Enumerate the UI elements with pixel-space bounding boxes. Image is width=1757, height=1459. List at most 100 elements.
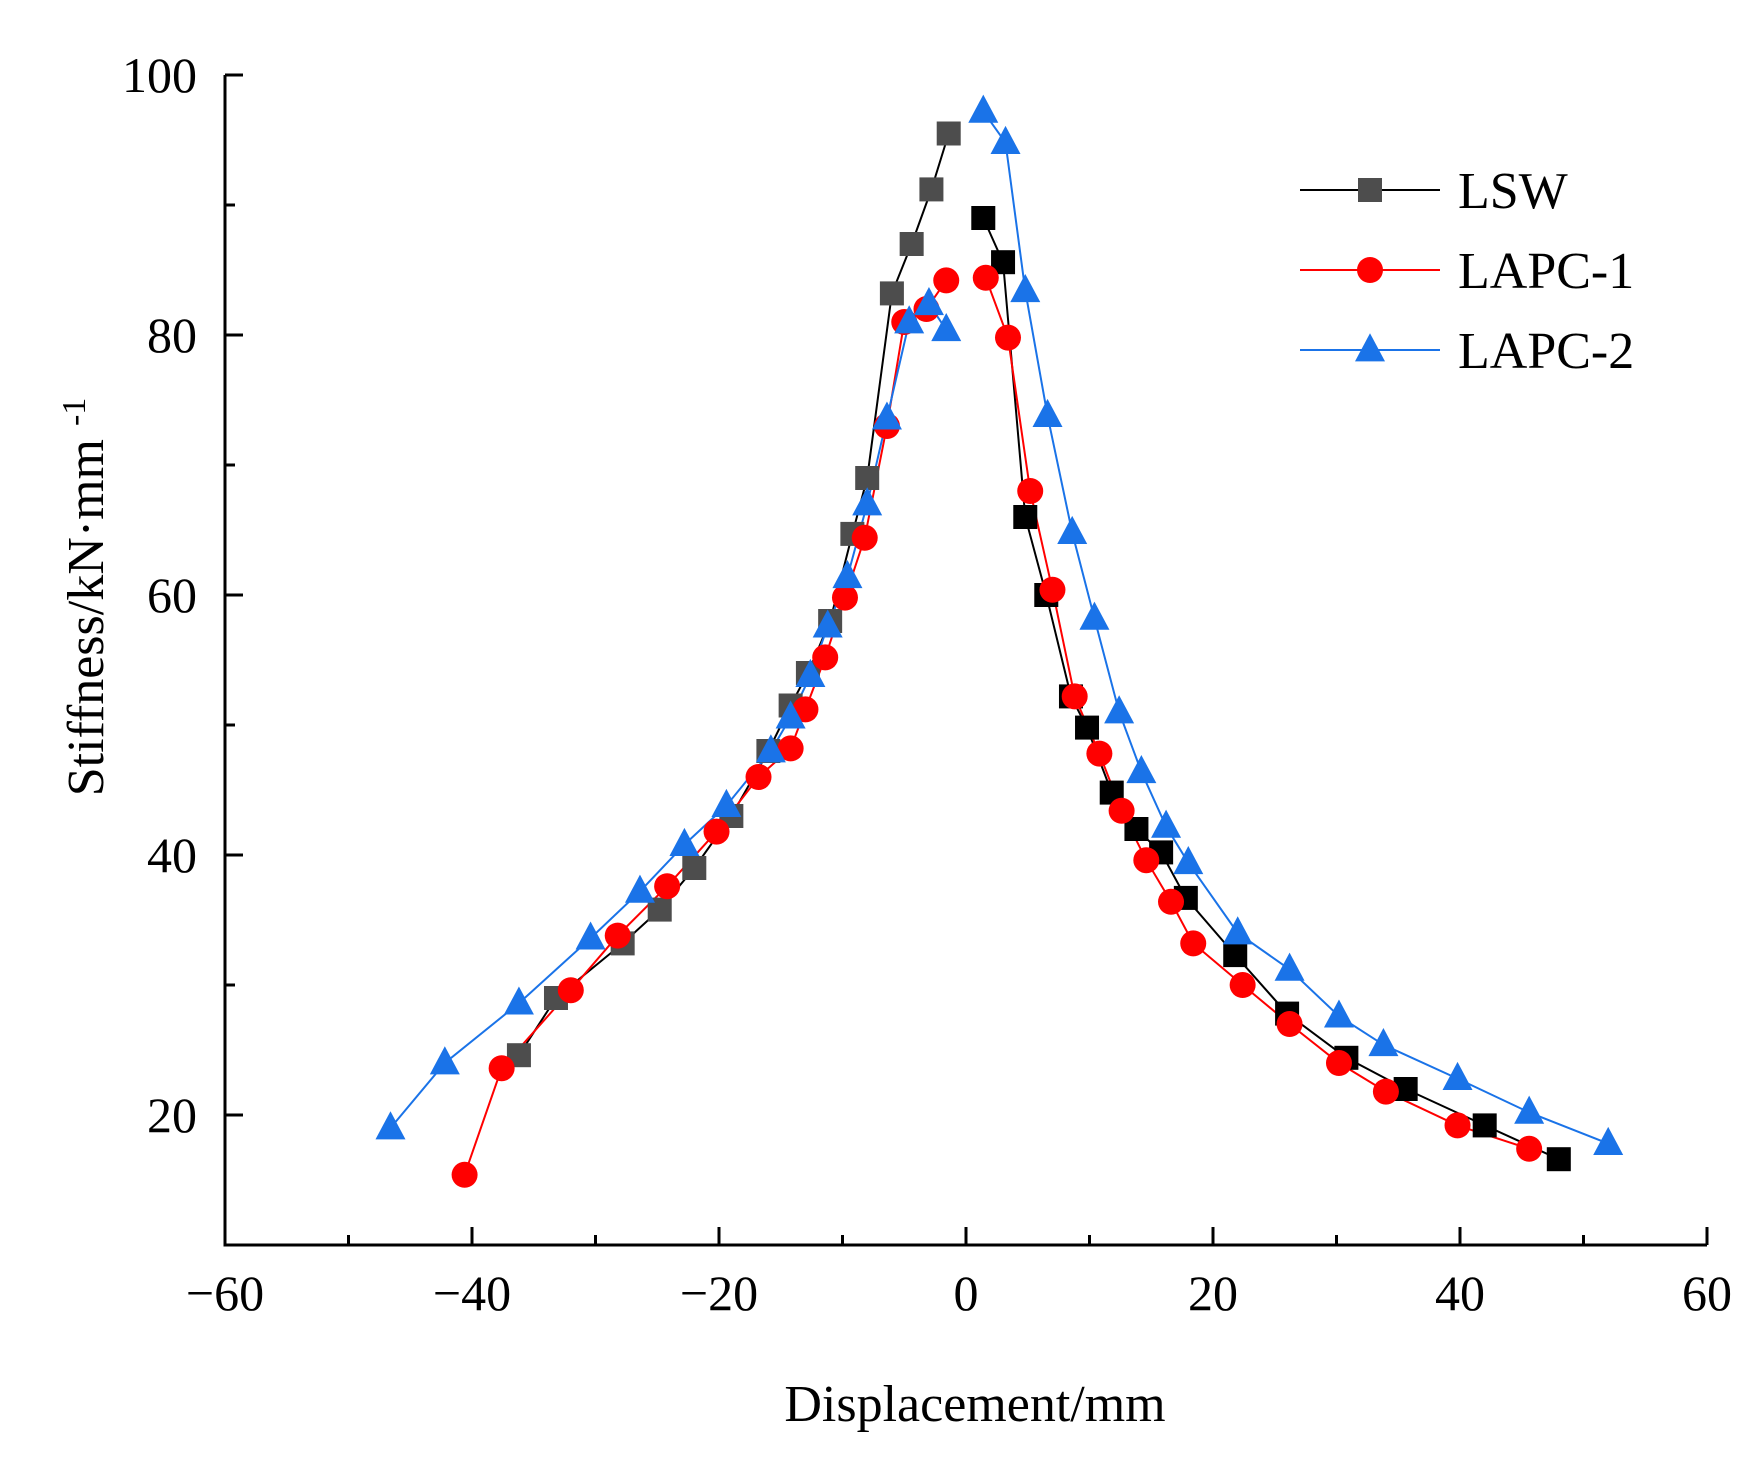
data-point-lapc-2	[990, 125, 1021, 154]
data-point-lapc-1	[777, 735, 804, 762]
data-point-lapc-1	[1325, 1050, 1352, 1076]
data-point-lapc-2	[1222, 916, 1253, 945]
x-tick-label: 60	[1682, 1265, 1732, 1321]
axes	[223, 73, 1709, 1247]
tick-labels: −60 −40 −20 0 20 40 60 20 40 60 80 100	[122, 47, 1732, 1321]
y-axis-label-superscript: -1	[56, 398, 93, 426]
data-point-lapc-2	[624, 874, 655, 903]
x-tick-label: −20	[680, 1265, 758, 1321]
legend-label: LAPC-1	[1458, 243, 1634, 300]
data-point-lapc-2	[1079, 601, 1110, 630]
data-point-lapc-2	[503, 986, 534, 1015]
series-line-lsw-positive	[982, 217, 1560, 1161]
y-tick-label: 40	[147, 827, 197, 883]
data-point-lapc-2	[1104, 695, 1135, 724]
data-point-lapc-2	[812, 609, 843, 638]
data-point-lapc-1	[604, 922, 631, 949]
data-point-lsw	[971, 206, 996, 230]
data-point-lapc-2	[1010, 274, 1041, 303]
x-tick-label: 20	[1188, 1265, 1238, 1321]
series-line-lsw-negative	[518, 133, 950, 1056]
data-point-lapc-2	[931, 313, 962, 342]
legend-item-lsw: LSW	[1300, 163, 1568, 220]
data-point-lapc-2	[913, 287, 944, 316]
y-axis-label: Stiffness/kN·mm -1	[56, 398, 116, 797]
data-point-lapc-1	[1516, 1135, 1543, 1162]
data-point-lapc-2	[1442, 1061, 1473, 1090]
data-point-lapc-1	[557, 977, 584, 1004]
data-point-lapc-1	[933, 267, 960, 294]
data-point-lsw	[879, 281, 904, 306]
data-point-lsw	[1013, 505, 1038, 529]
x-tick-label: 40	[1435, 1265, 1485, 1321]
data-point-lapc-1	[703, 818, 730, 845]
data-point-lapc-1	[812, 644, 839, 671]
data-point-lapc-1	[1180, 930, 1207, 957]
legend-label: LSW	[1458, 163, 1568, 220]
data-point-lapc-1	[654, 873, 681, 900]
data-point-lapc-1	[1086, 740, 1113, 767]
legend-label: LAPC-2	[1458, 323, 1634, 380]
data-point-lapc-2	[711, 788, 742, 817]
data-point-lapc-2	[871, 401, 902, 430]
legend-marker-lapc-2	[1355, 333, 1385, 362]
legend-item-lapc-1: LAPC-1	[1300, 243, 1634, 300]
data-point-lapc-1	[1133, 847, 1160, 874]
data-point-lapc-2	[1173, 846, 1204, 875]
data-point-lapc-1	[1229, 972, 1256, 998]
data-point-lapc-1	[1158, 888, 1185, 915]
data-point-lsw	[1223, 943, 1248, 968]
data-point-lapc-1	[831, 584, 858, 611]
data-point-lapc-2	[669, 827, 700, 856]
data-point-lsw	[682, 856, 707, 880]
data-point-lapc-1	[792, 696, 819, 723]
data-point-lsw	[936, 121, 961, 146]
y-tick-label: 100	[122, 47, 197, 103]
data-point-lapc-1	[1039, 576, 1066, 603]
y-tick-label: 60	[147, 567, 197, 623]
data-point-lapc-2	[755, 734, 786, 763]
data-point-lsw	[919, 177, 944, 202]
plot-markers	[375, 94, 1624, 1188]
data-point-lapc-1	[972, 264, 999, 291]
data-point-lapc-1	[1108, 797, 1135, 824]
series-line-lapc-1-positive	[984, 277, 1530, 1150]
data-point-lapc-2	[375, 1111, 406, 1140]
data-point-lapc-1	[851, 524, 878, 551]
legend-item-lapc-2: LAPC-2	[1300, 323, 1634, 380]
data-point-lapc-2	[1368, 1028, 1399, 1057]
data-point-lapc-1	[451, 1161, 478, 1188]
data-point-lapc-1	[994, 324, 1021, 351]
data-point-lapc-2	[1274, 952, 1305, 981]
data-point-lapc-2	[894, 305, 925, 334]
data-point-lapc-2	[832, 560, 863, 589]
data-point-lapc-2	[795, 658, 826, 687]
x-axis-label: Displacement/mm	[784, 1376, 1165, 1433]
data-point-lapc-2	[1514, 1095, 1545, 1124]
data-point-lapc-2	[429, 1046, 460, 1075]
x-tick-label: 0	[954, 1265, 979, 1321]
legend-marker-lsw	[1358, 178, 1382, 202]
data-point-lapc-2	[1323, 999, 1354, 1028]
data-point-lsw	[1075, 715, 1100, 740]
x-tick-label: −40	[433, 1265, 511, 1321]
data-point-lapc-2	[1032, 398, 1063, 427]
legend-marker-lapc-1	[1357, 257, 1383, 283]
data-point-lapc-1	[1017, 478, 1044, 504]
data-point-lapc-1	[1061, 683, 1088, 710]
data-point-lapc-2	[968, 94, 999, 123]
data-point-lapc-2	[1593, 1126, 1624, 1155]
data-point-lapc-2	[852, 487, 883, 516]
data-point-lsw	[1472, 1113, 1497, 1138]
y-tick-label: 80	[147, 307, 197, 363]
data-point-lapc-2	[1126, 755, 1157, 784]
data-point-lapc-2	[1057, 515, 1088, 544]
data-point-lapc-1	[488, 1055, 515, 1082]
series-line-lapc-1-negative	[463, 279, 948, 1176]
data-point-lapc-2	[575, 921, 606, 950]
data-point-lsw	[1546, 1147, 1571, 1172]
data-point-lapc-1	[745, 764, 772, 790]
data-point-lapc-2	[1151, 809, 1182, 838]
data-point-lsw	[899, 232, 924, 256]
